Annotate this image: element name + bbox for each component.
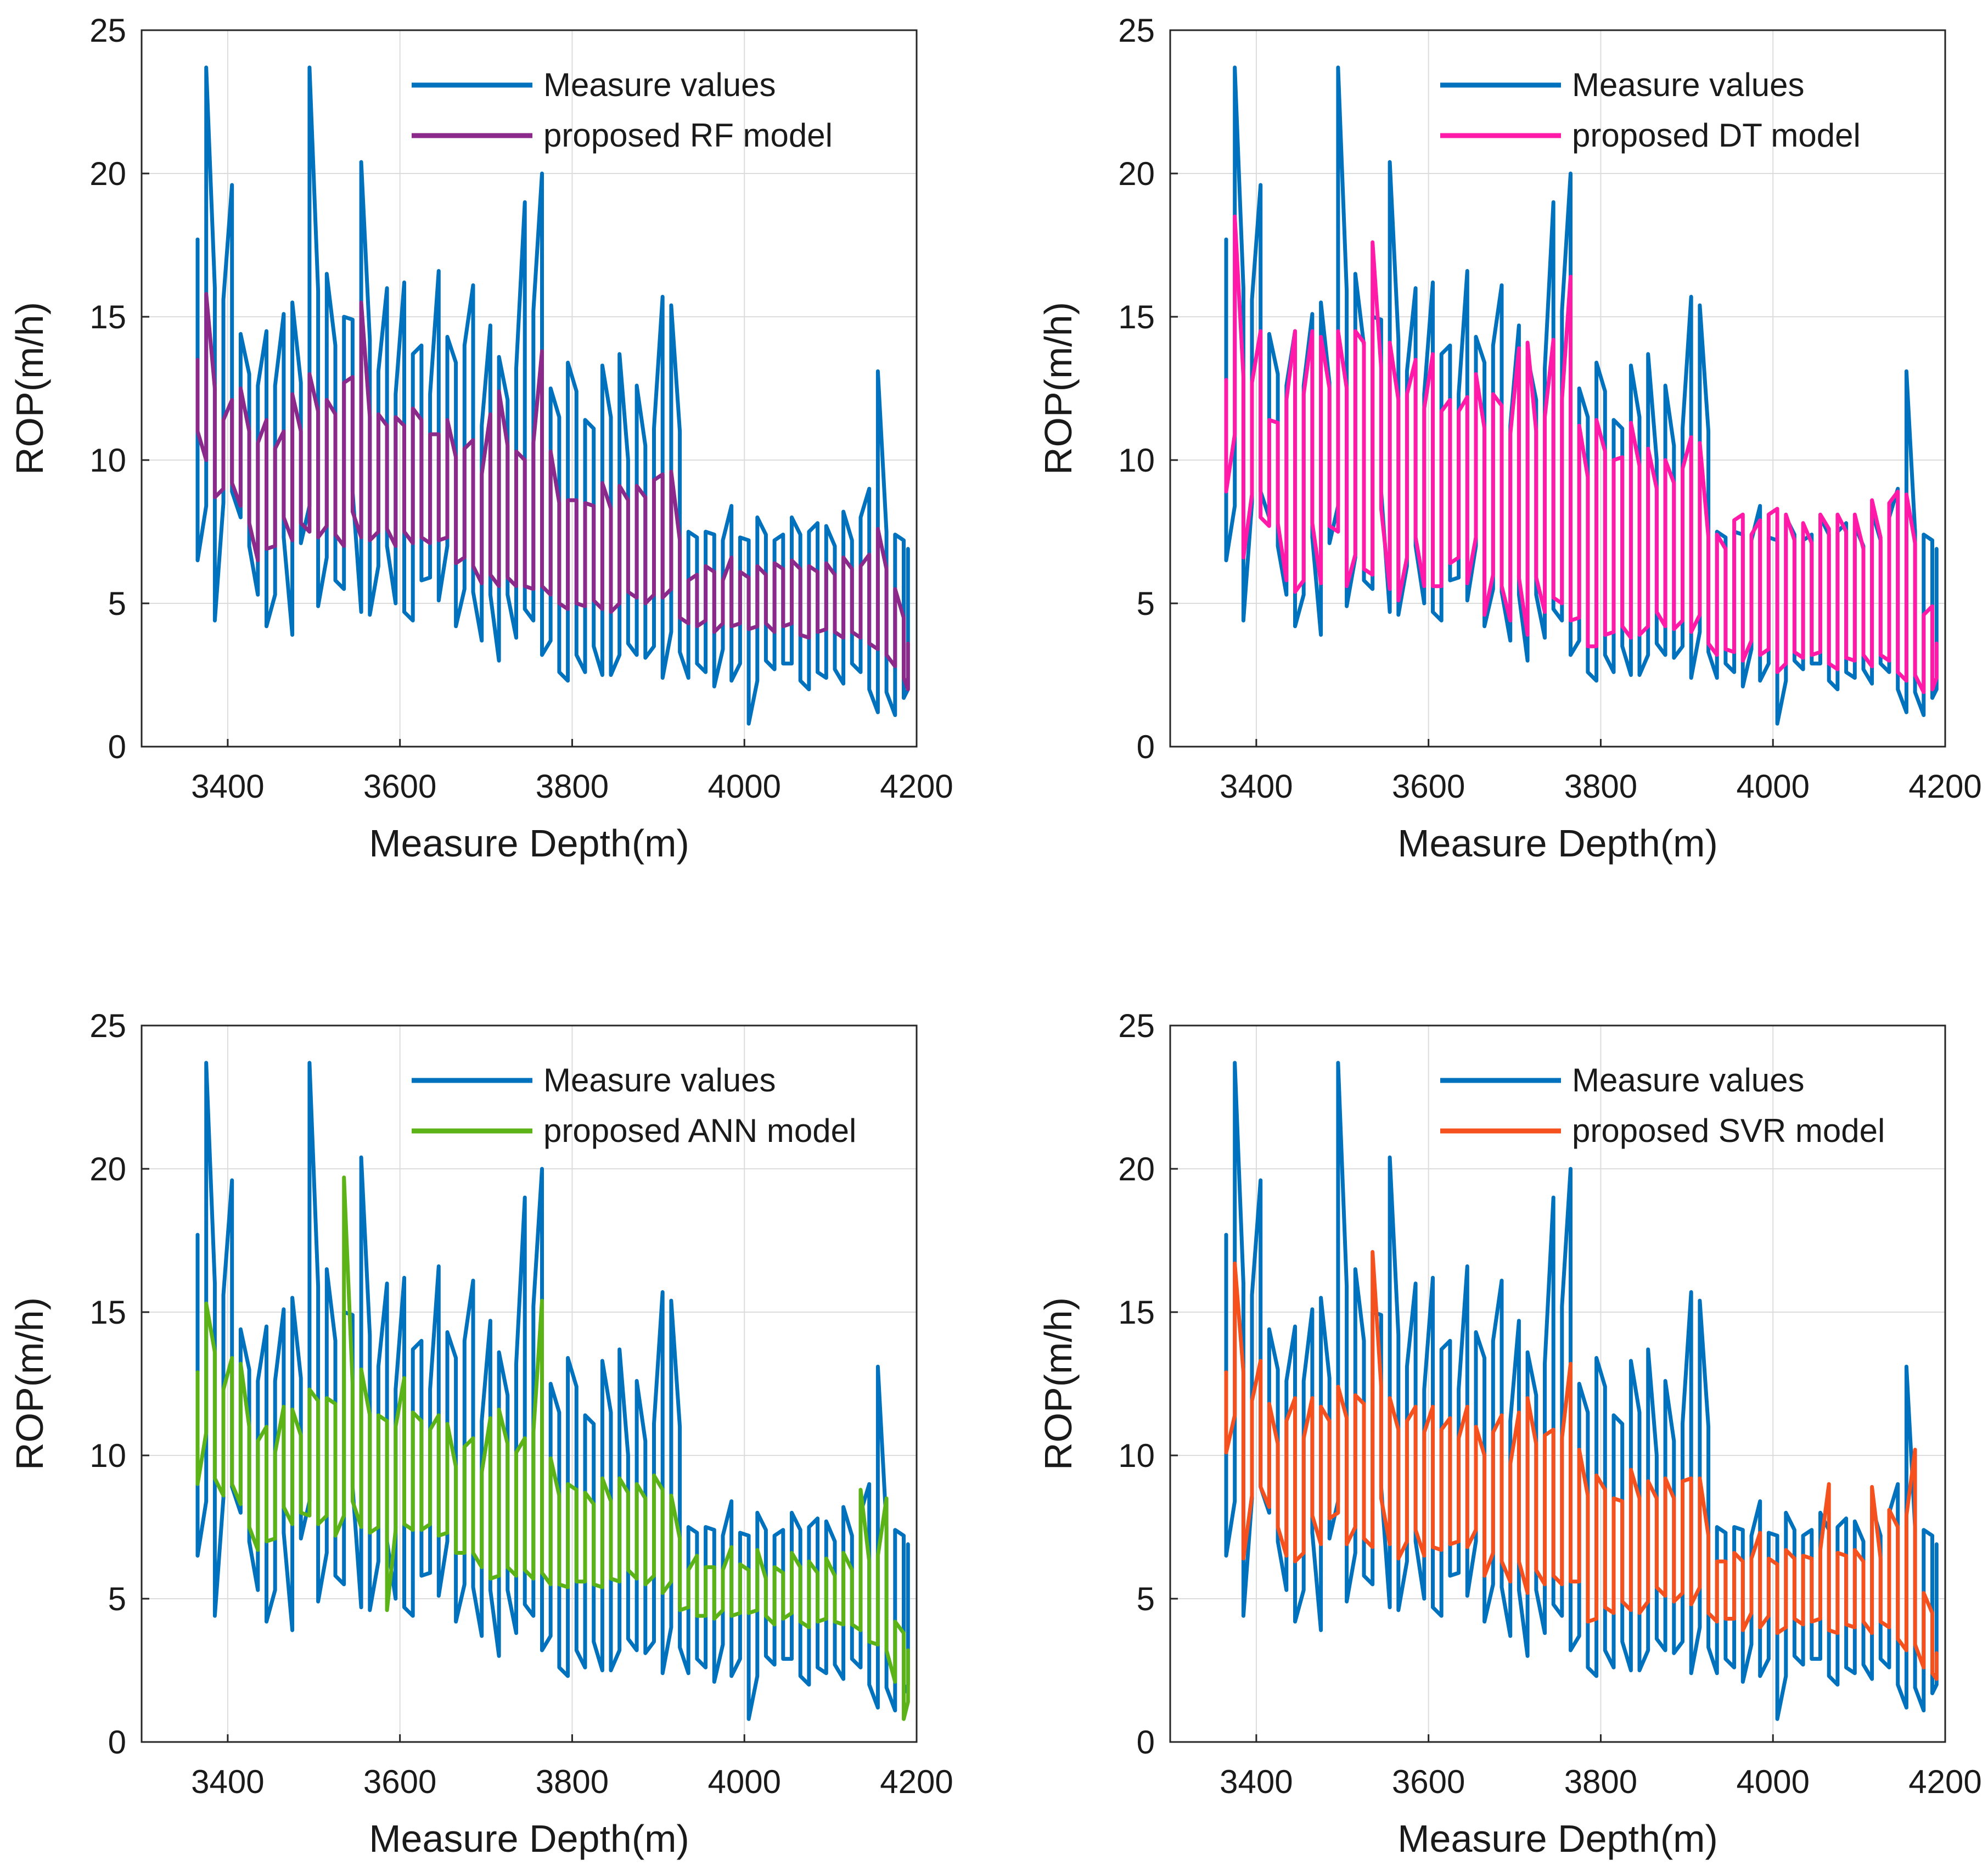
series-line-1 (195, 1175, 910, 1721)
y-axis-label: ROP(m/h) (8, 1297, 51, 1470)
y-tick-label: 25 (1118, 1007, 1155, 1044)
legend-label-1: proposed DT model (1572, 117, 1861, 154)
x-axis-label: Measure Depth(m) (369, 822, 689, 865)
axes-frame (1169, 29, 1946, 748)
series-line-1 (195, 292, 910, 692)
y-axis-label: ROP(m/h) (1037, 1297, 1080, 1470)
plot-area (141, 29, 918, 748)
y-axis-label: ROP(m/h) (1037, 302, 1080, 475)
x-tick-label: 4000 (707, 1763, 780, 1800)
y-tick-label: 15 (1118, 1294, 1155, 1331)
y-tick-label: 0 (1137, 1724, 1155, 1761)
x-tick-label: 3400 (191, 1763, 264, 1800)
y-tick-label: 20 (89, 155, 126, 192)
x-tick-label: 4200 (880, 1763, 953, 1800)
y-tick-label: 0 (108, 1724, 126, 1761)
x-tick-label: 3600 (1392, 768, 1465, 805)
legend-label-1: proposed SVR model (1572, 1112, 1885, 1149)
y-tick-label: 15 (89, 299, 126, 335)
y-tick-label: 15 (89, 1294, 126, 1331)
x-tick-label: 3800 (1564, 768, 1637, 805)
y-tick-label: 5 (108, 1581, 126, 1617)
chart-panel-bottom-left: 3400 3600 3800 4000 4200 0 5 10 15 20 25 Measure De… (8, 1007, 953, 1860)
axes-frame (1169, 1024, 1946, 1743)
y-tick-label: 5 (108, 585, 126, 622)
x-tick-label: 3400 (1220, 768, 1293, 805)
legend-label-0: Measure values (543, 66, 776, 103)
y-tick-label: 10 (1118, 442, 1155, 479)
y-tick-label: 10 (1118, 1437, 1155, 1474)
y-tick-label: 5 (1137, 585, 1155, 622)
x-tick-label: 4000 (707, 768, 780, 805)
x-tick-label: 3600 (363, 1763, 436, 1800)
legend-label-0: Measure values (1572, 66, 1805, 103)
x-tick-label: 3800 (1564, 1763, 1637, 1800)
x-tick-label: 3800 (536, 1763, 609, 1800)
y-tick-label: 20 (89, 1151, 126, 1187)
chart-panel-top-left: 3400 3600 3800 4000 4200 0 5 10 15 20 25 Measure De… (8, 12, 953, 865)
x-axis-label: Measure Depth(m) (369, 1817, 689, 1860)
axes-frame (141, 1024, 918, 1743)
y-tick-label: 25 (1118, 12, 1155, 49)
x-tick-label: 4000 (1736, 768, 1809, 805)
x-axis-label: Measure Depth(m) (1397, 822, 1718, 865)
y-tick-label: 10 (89, 1437, 126, 1474)
x-tick-label: 3800 (536, 768, 609, 805)
y-axis-label: ROP(m/h) (8, 302, 51, 475)
y-tick-label: 20 (1118, 155, 1155, 192)
x-axis-label: Measure Depth(m) (1397, 1817, 1718, 1860)
x-tick-label: 3400 (1220, 1763, 1293, 1800)
legend: Measure values proposed ANN model (412, 1062, 856, 1149)
legend: Measure values proposed RF model (412, 66, 833, 154)
chart-panel-top-right: 3400 3600 3800 4000 4200 0 5 10 15 20 25 Measure De… (1037, 12, 1982, 865)
x-tick-label: 3600 (363, 768, 436, 805)
series-line-0 (195, 65, 910, 726)
legend-label-1: proposed ANN model (543, 1112, 856, 1149)
plot-area (141, 1024, 918, 1743)
legend: Measure values proposed SVR model (1440, 1062, 1885, 1149)
y-tick-label: 15 (1118, 299, 1155, 335)
series-line-0 (1224, 1061, 1939, 1721)
legend-label-0: Measure values (543, 1062, 776, 1099)
legend-label-0: Measure values (1572, 1062, 1805, 1099)
plot-area (1169, 1024, 1946, 1743)
chart-panel-bottom-right: 3400 3600 3800 4000 4200 0 5 10 15 20 25 Measure De… (1037, 1007, 1982, 1860)
x-tick-label: 4200 (880, 768, 953, 805)
series-line-1 (1224, 1250, 1939, 1681)
series-line-1 (1224, 214, 1939, 694)
x-tick-label: 3600 (1392, 1763, 1465, 1800)
legend: Measure values proposed DT model (1440, 66, 1861, 154)
y-tick-label: 0 (1137, 729, 1155, 765)
x-tick-label: 4200 (1908, 1763, 1981, 1800)
x-tick-label: 3400 (191, 768, 264, 805)
y-tick-label: 25 (89, 1007, 126, 1044)
x-tick-label: 4000 (1736, 1763, 1809, 1800)
y-tick-label: 5 (1137, 1581, 1155, 1617)
x-tick-label: 4200 (1908, 768, 1981, 805)
series-line-0 (195, 1061, 910, 1721)
plot-area (1169, 29, 1946, 748)
y-tick-label: 20 (1118, 1151, 1155, 1187)
y-tick-label: 25 (89, 12, 126, 49)
axes-frame (141, 29, 918, 748)
y-tick-label: 10 (89, 442, 126, 479)
y-tick-label: 0 (108, 729, 126, 765)
legend-label-1: proposed RF model (543, 117, 833, 154)
